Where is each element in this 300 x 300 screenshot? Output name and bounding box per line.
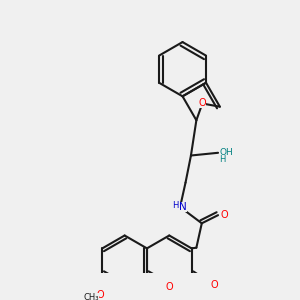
Text: H: H xyxy=(172,201,179,210)
Text: O: O xyxy=(211,280,218,290)
Text: CH₃: CH₃ xyxy=(83,293,99,300)
Text: N: N xyxy=(179,202,187,212)
Text: O: O xyxy=(97,290,104,300)
Text: H: H xyxy=(219,155,226,164)
Text: O: O xyxy=(221,210,228,220)
Text: O: O xyxy=(199,98,206,109)
Text: O: O xyxy=(165,282,173,292)
Text: OH: OH xyxy=(219,148,233,157)
